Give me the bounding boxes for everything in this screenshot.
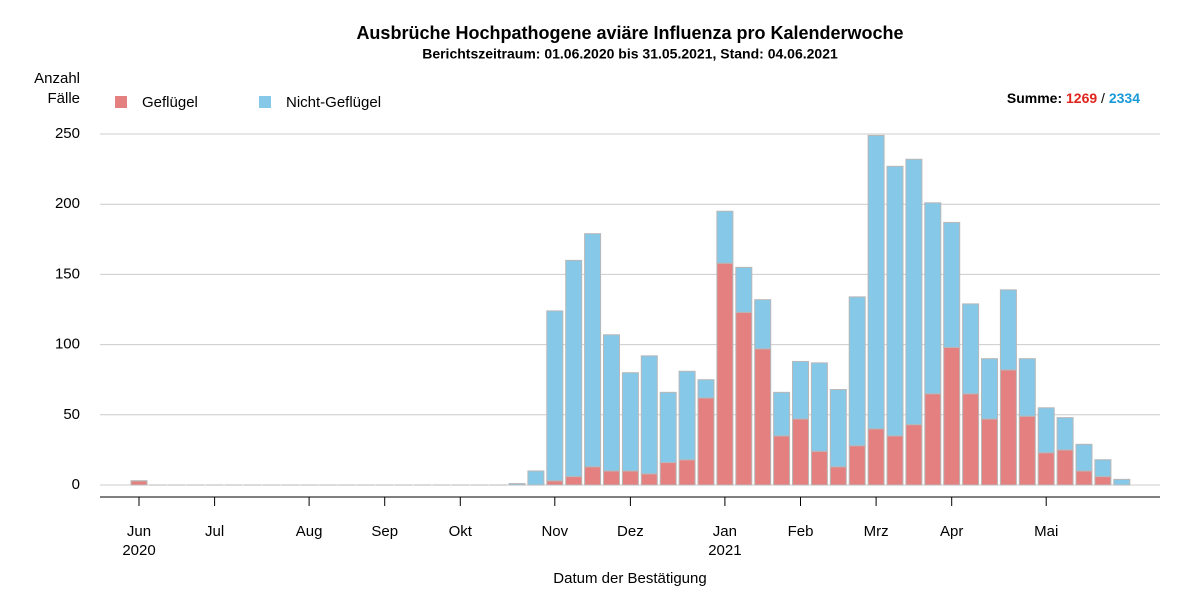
bar-segment <box>848 296 866 447</box>
bar-segment <box>810 450 828 486</box>
y-tick-label: 150 <box>55 265 80 282</box>
sum-nonpoultry: 2334 <box>1109 90 1140 106</box>
bar-segment <box>584 466 602 486</box>
x-tick-label: Sep <box>371 523 398 540</box>
bar-segment <box>659 462 677 486</box>
bar-segment <box>792 418 809 486</box>
bar-segment <box>943 346 961 486</box>
bar-segment <box>640 355 658 475</box>
bar-segment <box>867 134 885 430</box>
legend-swatch <box>115 96 127 108</box>
bar-segment <box>773 391 791 437</box>
bar-segment <box>640 473 658 486</box>
sum-poultry: 1269 <box>1066 90 1097 106</box>
x-tick-label: Dez <box>617 523 644 540</box>
bar-segment <box>565 259 583 478</box>
sum-label: Summe: <box>1007 90 1062 106</box>
bar-segment <box>1056 449 1074 486</box>
x-tick-label: Jan <box>713 523 737 540</box>
x-tick-label: Nov <box>541 523 568 540</box>
x-tick-year: 2021 <box>708 542 741 559</box>
bar-segment <box>565 476 583 486</box>
x-tick-label: Mai <box>1034 523 1058 540</box>
x-tick-label: Jul <box>205 523 224 540</box>
bar-segment <box>603 334 620 472</box>
bar-segment <box>130 480 148 486</box>
bar-segment <box>943 221 961 348</box>
x-axis-label: Datum der Bestätigung <box>553 570 706 587</box>
bar-segment <box>1037 452 1055 486</box>
bar-segment <box>905 424 923 486</box>
bar-segment <box>848 445 866 486</box>
x-tick-label: Mrz <box>864 523 889 540</box>
chart-title: Ausbrüche Hochpathogene aviäre Influenza… <box>356 23 903 43</box>
bar-segment <box>621 470 639 486</box>
bar-segment <box>1075 443 1093 472</box>
bar-segment <box>1018 358 1036 417</box>
bar-segment <box>1018 415 1036 486</box>
bar-segment <box>546 480 564 486</box>
bar-segment <box>792 360 809 420</box>
y-tick-label: 200 <box>55 195 80 212</box>
bar-segment <box>1094 459 1112 478</box>
x-tick-label: Apr <box>940 523 963 540</box>
bar-segment <box>867 428 885 486</box>
bar-segment <box>829 466 847 486</box>
x-tick-label: Feb <box>788 523 814 540</box>
bar-segment <box>716 262 734 486</box>
bar-segment <box>810 362 828 452</box>
bar-segment <box>829 389 847 468</box>
bar-segment <box>527 470 545 486</box>
chart-subtitle: Berichtszeitraum: 01.06.2020 bis 31.05.2… <box>422 46 838 62</box>
bar-segment <box>659 391 677 464</box>
bar-segment <box>981 358 998 420</box>
bar-segment <box>962 393 980 486</box>
x-tick-label: Aug <box>296 523 323 540</box>
bar-segment <box>999 289 1017 371</box>
bar-segment <box>773 435 791 486</box>
bar-segment <box>621 372 639 472</box>
y-axis-label: Fälle <box>47 90 80 107</box>
bar-segment <box>754 348 772 486</box>
bar-segment <box>678 459 696 486</box>
bar-segment <box>678 370 696 461</box>
bar-segment <box>924 202 942 395</box>
sum-text: Summe: 1269 / 2334 <box>1007 90 1140 106</box>
bar-segment <box>735 311 753 486</box>
x-tick-year: 2020 <box>122 542 155 559</box>
y-tick-label: 100 <box>55 336 80 353</box>
y-tick-label: 50 <box>63 406 80 423</box>
bar-segment <box>1075 470 1093 486</box>
bar-segment <box>754 299 772 350</box>
bar-segment <box>716 210 734 264</box>
bar-segment <box>999 369 1017 486</box>
y-axis-label: Anzahl <box>34 70 80 87</box>
bar-segment <box>1056 417 1074 451</box>
sum-separator: / <box>1097 90 1109 106</box>
bar-segment <box>508 483 526 486</box>
x-tick-label: Okt <box>449 523 473 540</box>
bar-segment <box>735 266 753 313</box>
bar-segment <box>546 310 564 482</box>
bar-segment <box>886 165 904 437</box>
bar-segment <box>886 435 904 486</box>
legend-label: Nicht-Geflügel <box>286 94 381 111</box>
bar-segment <box>1113 478 1131 486</box>
bar-segment <box>981 418 998 486</box>
y-tick-label: 250 <box>55 125 80 142</box>
y-tick-label: 0 <box>72 476 80 493</box>
bar-segment <box>905 158 923 426</box>
legend-swatch <box>259 96 271 108</box>
bar-segment <box>924 393 942 486</box>
bar-segment <box>584 233 602 468</box>
bar-segment <box>962 303 980 395</box>
bar-segment <box>1037 407 1055 454</box>
bar-segment <box>697 397 715 486</box>
bar-segment <box>1094 476 1112 486</box>
x-tick-label: Jun <box>127 523 151 540</box>
legend-label: Geflügel <box>142 94 198 111</box>
bar-segment <box>603 470 620 486</box>
bar-segment <box>697 379 715 399</box>
